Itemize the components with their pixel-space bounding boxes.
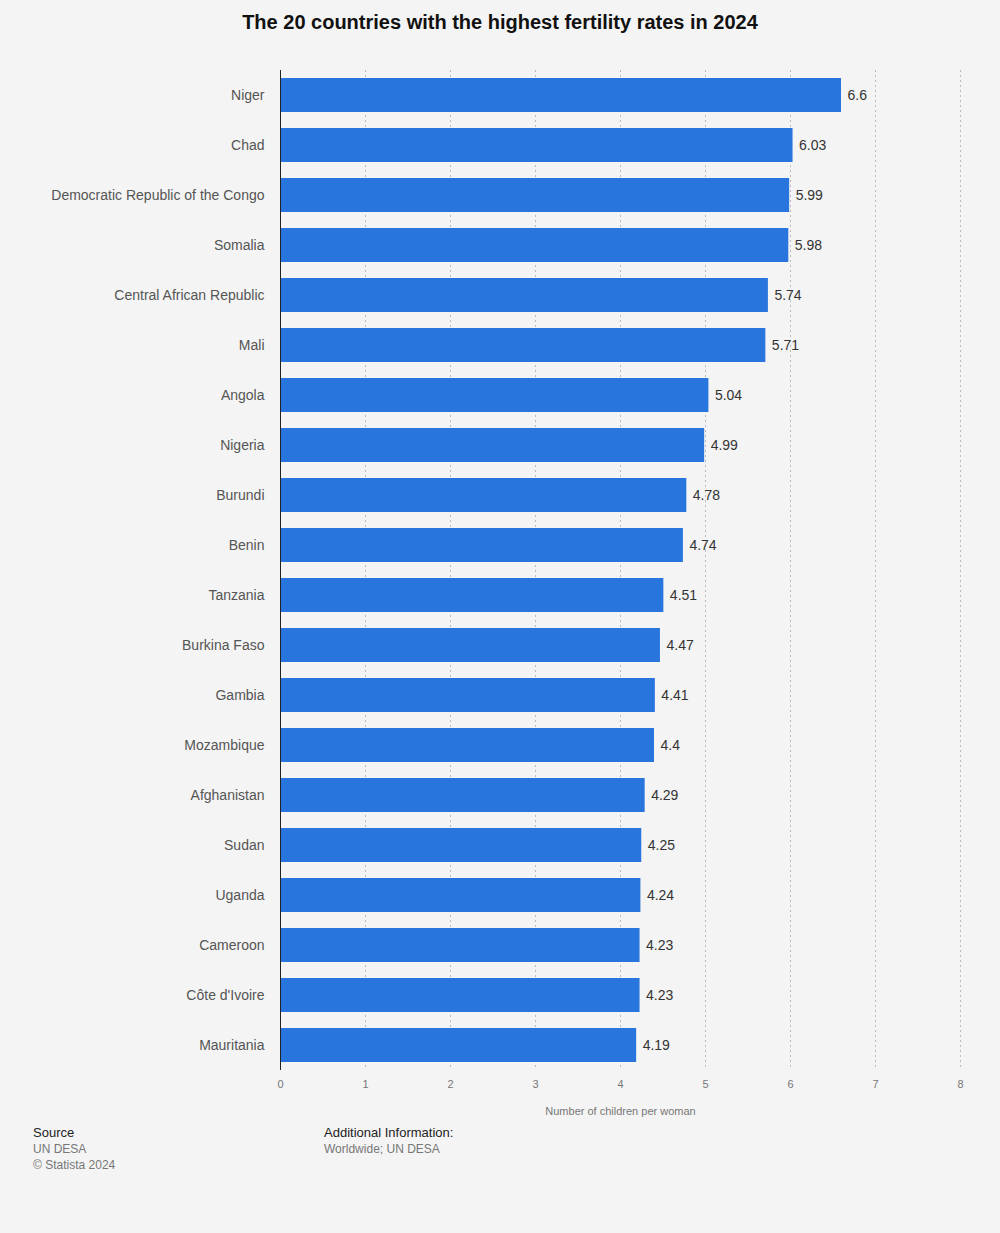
svg-text:Burundi: Burundi: [216, 487, 264, 503]
svg-text:0: 0: [277, 1078, 283, 1090]
svg-text:Niger: Niger: [231, 87, 265, 103]
svg-text:8: 8: [957, 1078, 963, 1090]
svg-text:5: 5: [702, 1078, 708, 1090]
svg-text:4.47: 4.47: [666, 637, 693, 653]
svg-text:4.41: 4.41: [661, 687, 688, 703]
html-text:Worldwide; UN DESA: Worldwide; UN DESA: [324, 1142, 440, 1156]
svg-text:Chad: Chad: [231, 137, 264, 153]
svg-text:7: 7: [872, 1078, 878, 1090]
svg-text:4.74: 4.74: [689, 537, 716, 553]
svg-text:Burkina Faso: Burkina Faso: [182, 637, 265, 653]
html-text:UN DESA: UN DESA: [33, 1142, 87, 1156]
svg-text:6.03: 6.03: [799, 137, 826, 153]
svg-text:Angola: Angola: [221, 387, 265, 403]
svg-text:Somalia: Somalia: [214, 237, 265, 253]
svg-text:4.78: 4.78: [693, 487, 720, 503]
html-text:Source: Source: [33, 1125, 75, 1140]
svg-text:Côte d'Ivoire: Côte d'Ivoire: [186, 987, 264, 1003]
html-text:The 20 countries with the high: The 20 countries with the highest fertil…: [242, 11, 758, 33]
svg-text:4.23: 4.23: [646, 987, 673, 1003]
svg-text:4.99: 4.99: [711, 437, 738, 453]
svg-text:Mauritania: Mauritania: [199, 1037, 265, 1053]
svg-text:5.98: 5.98: [795, 237, 822, 253]
svg-text:Tanzania: Tanzania: [208, 587, 264, 603]
svg-text:4.4: 4.4: [661, 737, 681, 753]
svg-text:5.71: 5.71: [772, 337, 799, 353]
html-text:Additional Information:: Additional Information:: [324, 1125, 454, 1140]
svg-text:6.6: 6.6: [848, 87, 868, 103]
svg-text:Central African Republic: Central African Republic: [114, 287, 264, 303]
svg-text:2: 2: [447, 1078, 453, 1090]
svg-text:Mali: Mali: [239, 337, 265, 353]
svg-text:Number of children per woman: Number of children per woman: [545, 1105, 695, 1117]
svg-text:5.04: 5.04: [715, 387, 742, 403]
svg-text:4.23: 4.23: [646, 937, 673, 953]
svg-text:Sudan: Sudan: [224, 837, 264, 853]
svg-text:3: 3: [532, 1078, 538, 1090]
html-text:© Statista 2024: © Statista 2024: [33, 1158, 116, 1172]
svg-text:1: 1: [362, 1078, 368, 1090]
svg-text:Mozambique: Mozambique: [184, 737, 264, 753]
svg-text:4.29: 4.29: [651, 787, 678, 803]
svg-text:4: 4: [617, 1078, 623, 1090]
svg-text:4.25: 4.25: [648, 837, 675, 853]
svg-text:Uganda: Uganda: [215, 887, 264, 903]
svg-text:5.99: 5.99: [796, 187, 823, 203]
svg-text:Democratic Republic of the Con: Democratic Republic of the Congo: [51, 187, 264, 203]
svg-text:5.74: 5.74: [774, 287, 801, 303]
svg-text:Benin: Benin: [229, 537, 265, 553]
svg-text:4.19: 4.19: [643, 1037, 670, 1053]
svg-text:4.51: 4.51: [670, 587, 697, 603]
svg-text:Nigeria: Nigeria: [220, 437, 265, 453]
svg-text:Afghanistan: Afghanistan: [191, 787, 265, 803]
svg-text:6: 6: [787, 1078, 793, 1090]
svg-text:Gambia: Gambia: [215, 687, 264, 703]
svg-text:Cameroon: Cameroon: [199, 937, 264, 953]
svg-text:4.24: 4.24: [647, 887, 674, 903]
